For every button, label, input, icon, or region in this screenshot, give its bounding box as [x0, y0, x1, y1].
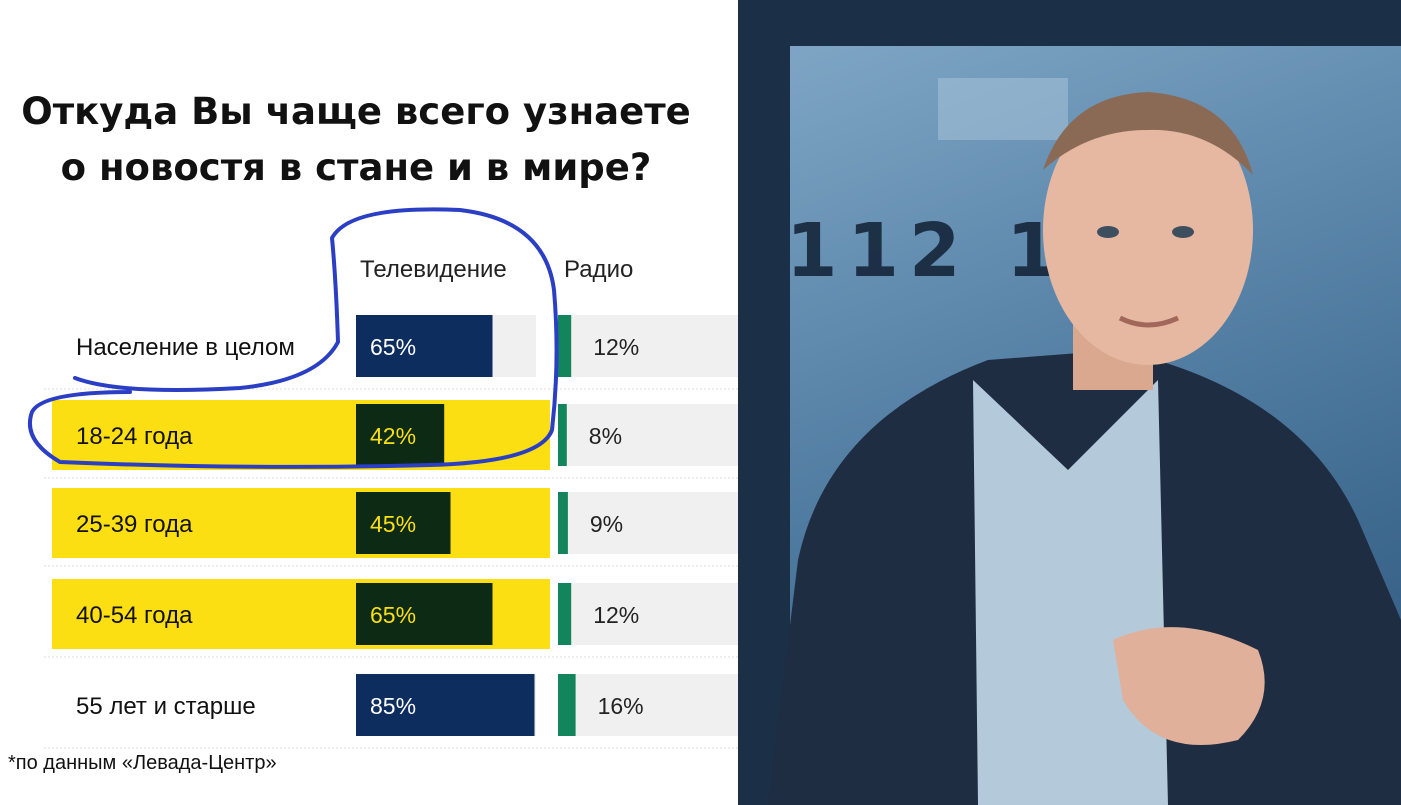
radio-track — [558, 315, 738, 377]
row-highlight — [52, 400, 550, 470]
studio-window — [938, 78, 1068, 140]
radio-bar — [558, 674, 576, 736]
radio-value-label: 12% — [593, 602, 639, 628]
radio-track — [558, 674, 738, 736]
tv-bar — [356, 492, 451, 554]
row-highlight — [52, 488, 550, 558]
radio-value-label: 8% — [589, 423, 622, 449]
radio-bar — [558, 583, 572, 645]
radio-track — [558, 583, 738, 645]
presenter-video: 112 1 — [738, 0, 1401, 805]
tv-value-label: 45% — [370, 511, 416, 537]
tv-bar — [356, 674, 535, 736]
row-label: 55 лет и старше — [76, 693, 256, 720]
column-header-tv: Телевидение — [360, 256, 507, 283]
row-label: 40-54 года — [76, 602, 193, 629]
news-source-chart: Население в целом 65% 12% 18-24 года 42% 8% 25… — [27, 207, 738, 749]
source-footnote: *по данным «Левада-Центр» — [8, 752, 277, 774]
tv-bar — [356, 404, 445, 466]
annotation-outline — [27, 207, 559, 469]
radio-bar — [558, 315, 572, 377]
radio-bar — [558, 404, 567, 466]
radio-track — [558, 492, 738, 554]
row-label: 18-24 года — [76, 423, 193, 450]
studio-number: 112 1 — [786, 208, 1068, 294]
radio-value-label: 12% — [593, 334, 639, 360]
tv-value-label: 42% — [370, 423, 416, 449]
radio-value-label: 9% — [590, 511, 623, 537]
radio-bar — [558, 492, 568, 554]
slide-title: Откуда Вы чаще всего узнаете о новостя в… — [21, 90, 691, 189]
row-label: Население в целом — [76, 334, 295, 361]
tv-value-label: 85% — [370, 693, 416, 719]
tv-bar — [356, 315, 493, 377]
tv-value-label: 65% — [370, 602, 416, 628]
radio-track — [558, 404, 738, 466]
row-label: 25-39 года — [76, 511, 193, 538]
presenter-figure-icon — [768, 92, 1401, 805]
tv-value-label: 65% — [370, 334, 416, 360]
slide-panel: Откуда Вы чаще всего узнаете о новостя в… — [8, 90, 738, 774]
column-header-radio: Радио — [564, 256, 634, 283]
tv-bar — [356, 583, 493, 645]
radio-value-label: 16% — [598, 693, 644, 719]
